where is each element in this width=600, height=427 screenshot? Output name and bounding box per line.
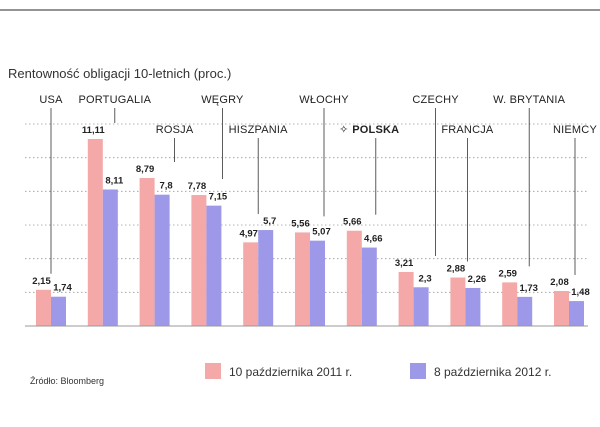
bar-niemcy-2011 [554, 290, 569, 326]
country-label-polska: POLSKA [352, 124, 399, 136]
country-label-wlochy: WŁOCHY [299, 94, 349, 106]
highlight-marker-icon: ✧ [339, 124, 348, 136]
value-label-wegry-2012: 7,15 [209, 192, 228, 203]
value-labels: 2,151,74 11,11 8,11 8,79 7,8 7,787,15 4,97 5,7 5… [32, 125, 590, 298]
country-label-hiszpania: HISZPANIA [229, 124, 289, 136]
source-note: Źródło: Bloomberg [30, 376, 104, 386]
value-label-rosja-2012: 7,8 [159, 181, 172, 192]
value-label-polska-2012: 4,66 [364, 234, 383, 245]
bar-wlochy-2012 [310, 240, 325, 326]
value-label-niemcy-2012: 1,48 [571, 287, 590, 298]
bar-niemcy-2012 [569, 301, 584, 326]
value-label-wegry-2011: 7,78 [188, 181, 207, 192]
chart-title: Rentowność obligacji 10-letnich (proc.) [8, 66, 231, 81]
country-labels: USA PORTUGALIA ROSJA WĘGRY HISZPANIA WŁOCHY PO… [39, 94, 597, 136]
value-label-hiszpania-2011: 4,97 [239, 228, 258, 239]
value-label-portugalia-2011: 11,11 [82, 125, 105, 136]
bars [36, 138, 584, 326]
value-label-polska-2011: 5,66 [343, 217, 362, 228]
legend-swatch-2011 [205, 363, 221, 379]
bar-portugalia-2012 [102, 189, 118, 326]
bar-wlochy-2011 [295, 232, 310, 326]
legend-swatch-2012 [410, 363, 426, 379]
value-label-portugalia-2012: 8,11 [105, 175, 124, 186]
bar-wegry-2011 [191, 195, 207, 326]
bar-usa-2011 [36, 289, 51, 326]
value-label-czechy-2012: 2,3 [418, 273, 431, 284]
bar-w-brytania-2011 [502, 282, 518, 326]
bar-usa-2012 [51, 296, 66, 326]
bar-polska-2011 [346, 230, 362, 326]
bar-hiszpania-2011 [243, 242, 259, 326]
country-label-wegry: WĘGRY [201, 94, 244, 106]
bar-w-brytania-2012 [517, 296, 533, 326]
value-label-w-brytania-2012: 1,73 [519, 283, 538, 294]
legend: 10 października 2011 r. 8 października 20… [205, 363, 551, 379]
legend-label-2011: 10 października 2011 r. [229, 365, 352, 379]
country-label-francja: FRANCJA [441, 124, 494, 136]
bar-czechy-2012 [413, 287, 429, 326]
value-label-usa-2012: 1,74 [53, 283, 72, 294]
bar-portugalia-2011 [87, 138, 103, 326]
bar-rosja-2011 [139, 178, 155, 326]
value-label-niemcy-2011: 2,08 [550, 277, 569, 288]
bar-wegry-2012 [206, 205, 222, 326]
country-label-rosja: ROSJA [156, 124, 194, 136]
bar-francja-2012 [465, 287, 481, 326]
value-label-hiszpania-2012: 5,7 [263, 216, 276, 227]
value-label-usa-2011: 2,15 [32, 276, 51, 287]
legend-label-2012: 8 października 2012 r. [434, 365, 551, 379]
value-label-czechy-2011: 3,21 [395, 258, 414, 269]
value-label-rosja-2011: 8,79 [136, 164, 155, 175]
value-label-francja-2011: 2,88 [447, 264, 466, 275]
country-label-portugalia: PORTUGALIA [78, 94, 151, 106]
value-label-francja-2012: 2,26 [468, 274, 487, 285]
label-leaders [50, 108, 576, 275]
country-label-w-brytania: W. BRYTANIA [493, 94, 566, 106]
bar-polska-2012 [361, 247, 377, 326]
country-label-niemcy: NIEMCY [553, 124, 597, 136]
country-label-usa: USA [39, 94, 63, 106]
value-label-wlochy-2012: 5,07 [312, 227, 331, 238]
country-label-czechy: CZECHY [412, 94, 459, 106]
value-label-wlochy-2011: 5,56 [291, 218, 310, 229]
bar-czechy-2011 [398, 271, 414, 326]
bar-hiszpania-2012 [258, 230, 274, 326]
value-label-w-brytania-2011: 2,59 [498, 268, 517, 279]
bar-rosja-2012 [154, 194, 170, 326]
bar-francja-2011 [450, 277, 466, 326]
